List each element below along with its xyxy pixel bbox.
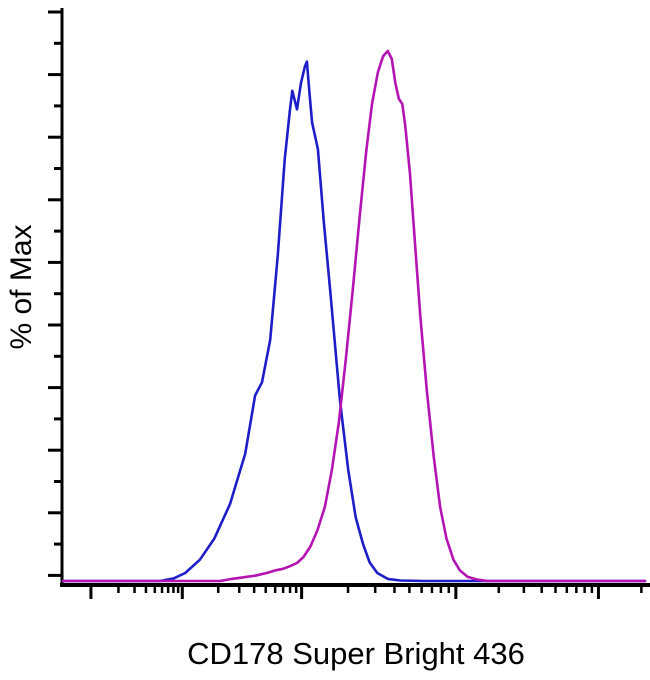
magenta-histogram xyxy=(61,49,647,583)
blue-histogram xyxy=(61,60,647,583)
y-axis-label: % of Max xyxy=(5,224,38,350)
x-axis-label: CD178 Super Bright 436 xyxy=(187,636,525,671)
